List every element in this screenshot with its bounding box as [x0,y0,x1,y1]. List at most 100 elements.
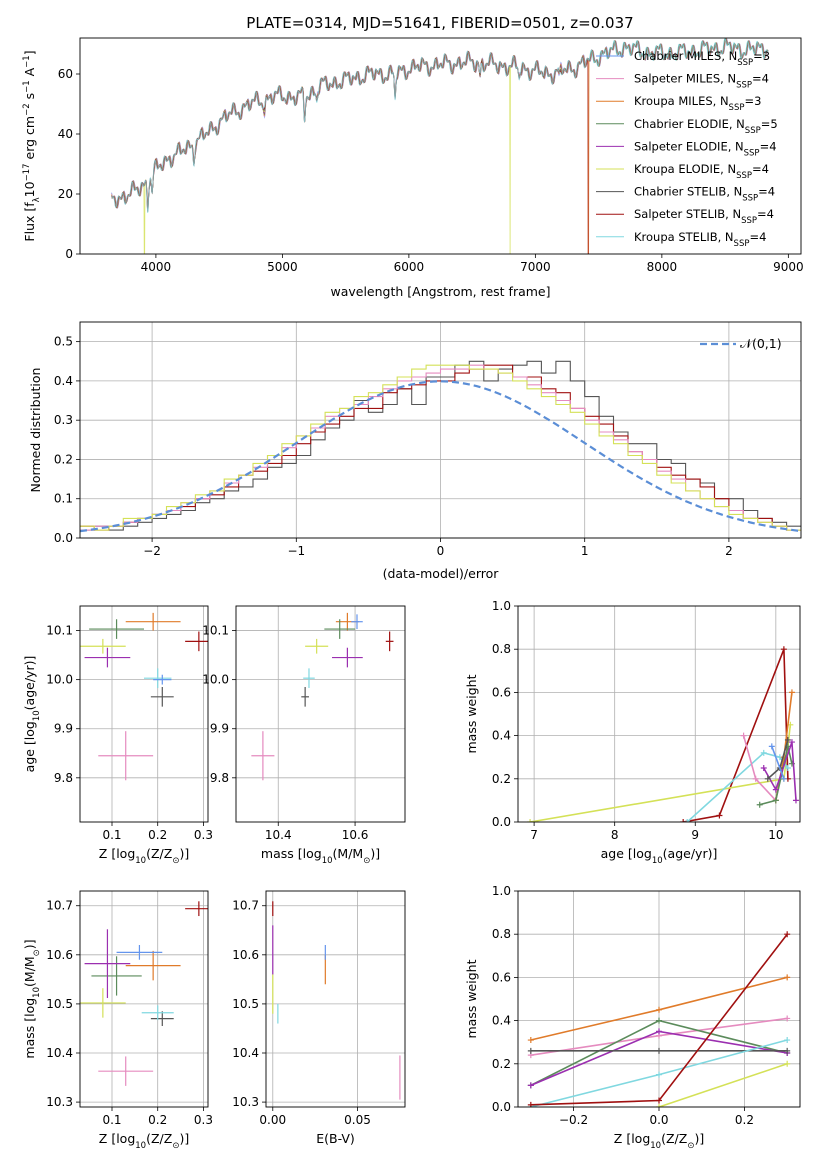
weight-marker [760,749,767,756]
y-tick-label: 9.8 [210,771,229,785]
plot-area [527,646,799,822]
weight-series-kroupa-elodie [656,1060,791,1107]
weight-marker [527,1037,534,1044]
x-tick-label: 4000 [141,260,172,274]
y-tick-label: 10.3 [232,1095,259,1109]
weight-marker [764,775,771,782]
errorbar-point [144,668,172,688]
axes-frame [79,321,802,539]
plot-area [80,612,208,781]
errorbar-point [351,614,363,630]
errorbar-point [150,687,174,707]
x-tick-label: 8 [611,828,619,842]
x-tick-label: 10.4 [265,828,292,842]
weight-marker [780,775,787,782]
legend-entry: Chabrier STELIB, NSSP=4 [634,185,775,204]
weight-marker [756,801,763,808]
legend-entry: Kroupa STELIB, NSSP=4 [634,230,766,249]
y-tick-label: 1.0 [492,599,511,613]
weight-marker [656,1104,662,1107]
weight-marker [527,1047,534,1054]
histogram-salpeter-miles [80,364,801,531]
errorbar-point [125,612,181,631]
y-tick-label: 9.9 [54,722,73,736]
y-tick-label: 9.9 [210,722,229,736]
x-tick-label: 0.1 [102,1113,121,1127]
x-tick-label: 0.0 [649,1113,668,1127]
weight-series-kroupa-stelib [527,1037,791,1107]
axes-frame [79,37,802,255]
weight-marker [784,1060,791,1067]
y-axis-label: mass [log10(M/M⊙)] [22,939,42,1058]
weight-marker [784,974,791,981]
legend-entry: Kroupa MILES, NSSP=3 [634,94,761,113]
x-tick-label: −0.2 [559,1113,588,1127]
weight-series-chabrier-stelib [527,1047,791,1054]
x-tick-label: 7 [530,828,538,842]
normal-curve [80,380,801,533]
axes-mass-weight-vs-age: 7 8 9 10 0.0 0.2 0.4 0.6 0.8 1.0 age [log10(age/yr… [464,599,801,866]
x-axis-label: Z [log10(Z/Z⊙)] [99,846,189,866]
y-tick-label: 20 [58,187,73,201]
x-tick-label: −2 [143,544,161,558]
x-tick-label: 10.6 [342,828,369,842]
weight-line [742,735,777,801]
y-tick-label: 0.2 [492,1057,511,1071]
plot-area [527,931,791,1107]
y-tick-label: 0.0 [492,1100,511,1114]
weight-marker [656,1097,662,1104]
figure-title: PLATE=0314, MJD=51641, FIBERID=0501, z=0… [246,14,633,32]
y-tick-label: 10.6 [232,948,259,962]
weight-marker [656,1047,662,1054]
y-axis-label: Normed distribution [28,368,43,493]
y-tick-label: 0.4 [492,1014,511,1028]
x-tick-label: 0.1 [102,828,121,842]
y-tick-label: 0.4 [492,729,511,743]
weight-marker [527,1082,534,1089]
plot-area [80,360,801,533]
axes-frame [265,890,406,1108]
axes-frame [79,605,209,823]
weight-marker [784,931,791,938]
errorbar-point [153,674,172,685]
y-tick-label: 0.3 [54,413,73,427]
weight-marker [752,775,759,782]
weight-series-kroupa-miles [527,974,791,1044]
weight-marker [656,1006,662,1013]
axes-spectrum: 4000 5000 6000 7000 8000 9000 0 20 40 60 wavelengt… [22,37,804,299]
y-tick-label: 10.5 [46,997,73,1011]
y-tick-label: 10.1 [202,624,229,638]
y-tick-label: 0.0 [54,531,73,545]
y-tick-label: 0.6 [492,685,511,699]
weight-marker [788,689,795,696]
weight-marker [656,1028,662,1035]
x-tick-label: 0.2 [148,828,167,842]
errorbar-point [80,988,126,1018]
y-tick-label: 10.0 [202,673,229,687]
y-tick-label: 0.6 [492,970,511,984]
x-tick-label: −1 [287,544,305,558]
x-tick-label: 5000 [267,260,298,274]
plot-area [111,38,769,254]
x-axis-label: age [log10(age/yr)] [601,846,718,866]
x-axis-label: mass [log10(M/M⊙)] [261,846,380,866]
errorbar-point [141,1005,174,1021]
y-tick-label: 9.8 [54,771,73,785]
weight-marker [784,1047,791,1054]
errorbar-point [116,945,163,960]
x-axis-label: (data-model)/error [383,566,500,581]
weight-marker [760,765,767,771]
errorbar-point [185,901,208,917]
weight-marker [684,819,691,822]
axes-frame [79,890,209,1108]
legend-entry: Salpeter ELODIE, NSSP=4 [634,139,777,158]
errorbar-point [125,950,181,981]
y-tick-label: 0.8 [492,927,511,941]
legend-entry: 𝒩(0,1) [740,336,782,351]
x-tick-label: 9000 [773,260,804,274]
errorbar-point [80,638,126,654]
y-tick-label: 10.7 [232,899,259,913]
y-tick-label: 0.1 [54,492,73,506]
weight-series-chabrier-miles [768,743,787,782]
